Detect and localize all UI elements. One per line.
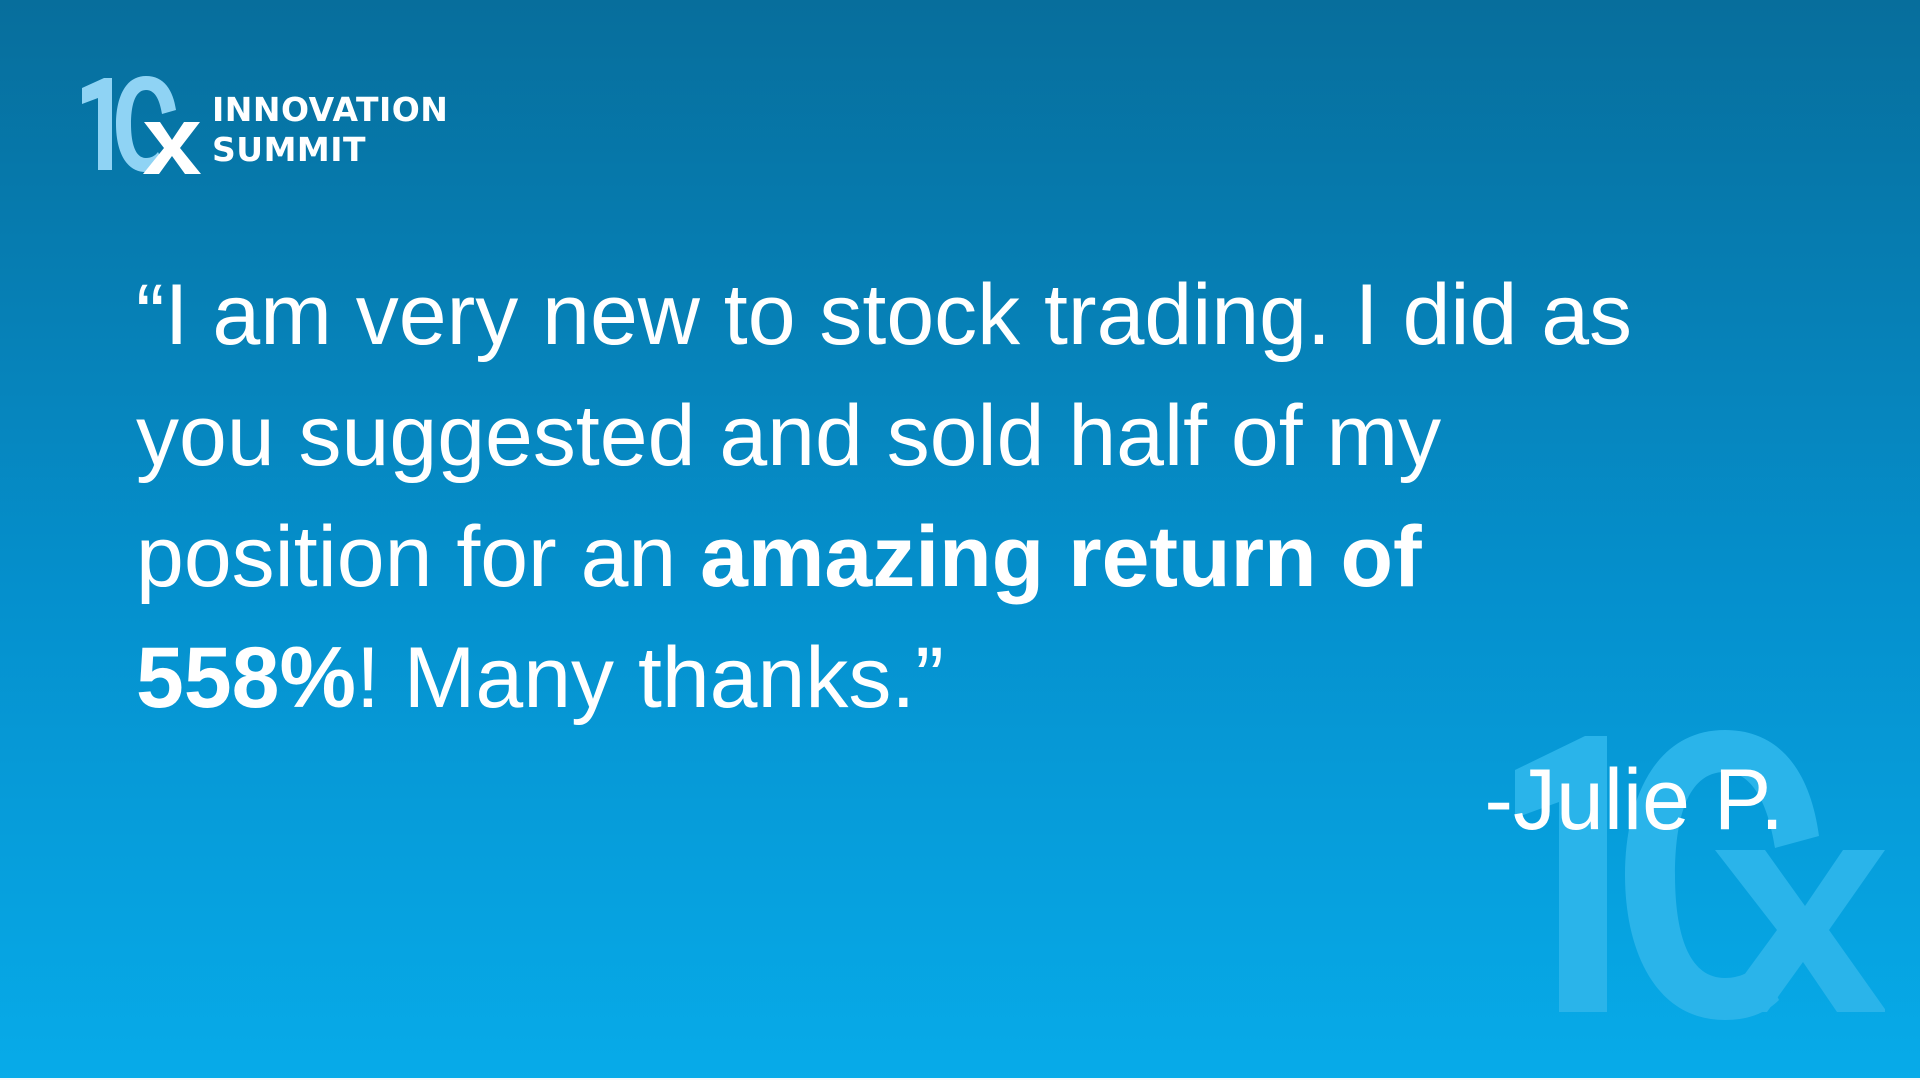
quote-line-4-regular: ! Many thanks.” [355, 630, 944, 726]
logo-wordmark: INNOVATION SUMMIT [212, 90, 448, 170]
quote-highlight-return: amazing return of [700, 509, 1422, 605]
quote-line-3: position for an amazing return of [136, 497, 1836, 618]
10x-watermark-icon [1515, 730, 1885, 1020]
event-logo: INNOVATION SUMMIT [74, 74, 494, 174]
quote-line-3-regular: position for an [136, 509, 701, 605]
quote-attribution: -Julie P. [1484, 752, 1784, 848]
testimonial-quote: “I am very new to stock trading. I did a… [136, 255, 1836, 739]
logo-line-innovation: INNOVATION [212, 90, 449, 129]
logo-line-summit: SUMMIT [212, 130, 367, 169]
10x-logo-icon [82, 76, 201, 174]
quote-line-2: you suggested and sold half of my [136, 388, 1442, 484]
quote-line-1: “I am very new to stock trading. I did a… [136, 267, 1633, 363]
bottom-border [0, 1078, 1920, 1080]
quote-line-4: 558%! Many thanks.” [136, 618, 1836, 739]
quote-highlight-percent: 558% [136, 630, 356, 726]
